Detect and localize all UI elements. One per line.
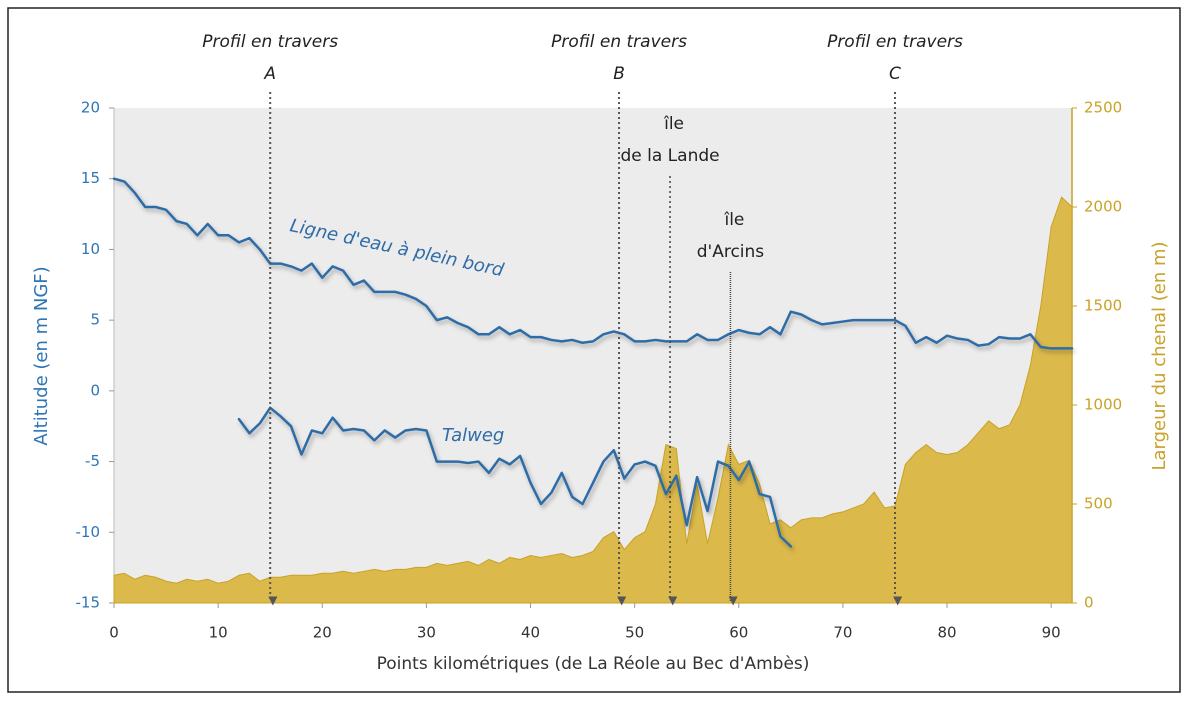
y2-tick-label: 2500 (1084, 99, 1122, 117)
line (112, 177, 1074, 350)
annotation-text: de la Lande (620, 146, 719, 166)
x-tick-label: 60 (729, 624, 748, 642)
annotation-letter: C (889, 64, 901, 84)
x-tick-label: 90 (1042, 624, 1061, 642)
annotation-text: Profil en travers (551, 32, 687, 52)
y-tick-label: -5 (85, 452, 100, 470)
y2-tick-label: 1000 (1084, 396, 1122, 414)
y-tick-label: 20 (81, 99, 100, 117)
annotation-letter: B (613, 64, 625, 84)
x-tick-label: 10 (209, 624, 228, 642)
y2-axis-title: Largeur du chenal (en m) (1149, 241, 1170, 470)
area (113, 196, 1073, 604)
annotation-text: d'Arcins (697, 242, 765, 262)
x-tick-label: 0 (109, 624, 119, 642)
y-tick-label: -15 (76, 594, 101, 612)
y-tick-label: 10 (81, 240, 100, 258)
annotation-text: île (663, 114, 684, 134)
x-tick-label: 40 (521, 624, 540, 642)
frame (7, 7, 1181, 693)
y2-tick-label: 1500 (1084, 297, 1122, 315)
series-label: Talweg (442, 425, 504, 446)
annotation-letter: A (263, 64, 276, 84)
y-tick-label: 5 (90, 311, 100, 329)
line (237, 406, 793, 548)
x-tick-label: 80 (937, 624, 956, 642)
x-tick-label: 30 (417, 624, 436, 642)
y2-tick-label: 500 (1084, 495, 1113, 513)
y-tick-label: 0 (90, 381, 100, 399)
y2-tick-label: 0 (1084, 594, 1094, 612)
y-axis-title: Altitude (en m NGF) (31, 266, 52, 445)
x-axis-title: Points kilométriques (de La Réole au Bec… (377, 654, 810, 674)
y-tick-label: 15 (81, 169, 100, 187)
annotation-text: île (723, 210, 744, 230)
y2-tick-label: 2000 (1084, 198, 1122, 216)
annotation-text: Profil en travers (202, 32, 338, 52)
x-tick-label: 20 (313, 624, 332, 642)
x-tick-label: 70 (833, 624, 852, 642)
y-tick-label: -10 (76, 523, 101, 541)
x-tick-label: 50 (625, 624, 644, 642)
annotation-text: Profil en travers (827, 32, 963, 52)
